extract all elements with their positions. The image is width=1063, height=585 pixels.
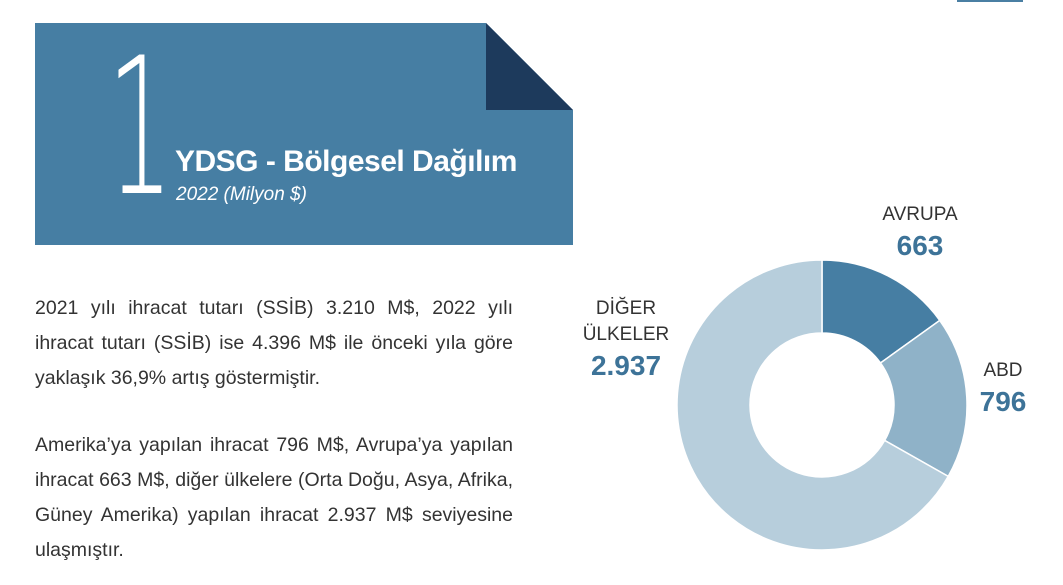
banner-shape: [35, 23, 573, 245]
slice-label-abd: ABD 796: [963, 358, 1043, 420]
donut-slice-diger-ulkeler: [676, 259, 950, 551]
slice-name-diger-line1: DİĞER: [595, 298, 657, 319]
section-header-banner: 1 YDSG - Bölgesel Dağılım 2022 (Milyon $…: [35, 23, 573, 245]
donut-slice-abd: [879, 319, 968, 478]
slice-name-abd: ABD: [983, 360, 1023, 381]
slice-name-diger-line2: ÜLKELER: [582, 324, 670, 345]
slice-label-diger-ulkeler: DİĞER ÜLKELER 2.937: [566, 296, 686, 384]
slice-value-avrupa: 663: [896, 230, 944, 261]
paragraph-regional-exports: Amerika’ya yapılan ihracat 796 M$, Avrup…: [35, 434, 513, 561]
regional-distribution-donut-chart: [676, 259, 968, 551]
top-accent-bar: [957, 0, 1023, 2]
banner-background: [35, 23, 573, 245]
slice-value-diger-ulkeler: 2.937: [590, 350, 662, 381]
section-title: YDSG - Bölgesel Dağılım: [175, 145, 517, 178]
banner-folded-corner: [486, 23, 573, 110]
section-subtitle: 2022 (Milyon $): [176, 184, 307, 205]
section-number: 1: [107, 17, 174, 238]
slice-label-avrupa: AVRUPA 663: [860, 202, 980, 264]
paragraph-export-growth: 2021 yılı ihracat tutarı (SSİB) 3.210 M$…: [35, 297, 513, 389]
slice-name-avrupa: AVRUPA: [882, 204, 958, 225]
slice-value-abd: 796: [979, 386, 1027, 417]
